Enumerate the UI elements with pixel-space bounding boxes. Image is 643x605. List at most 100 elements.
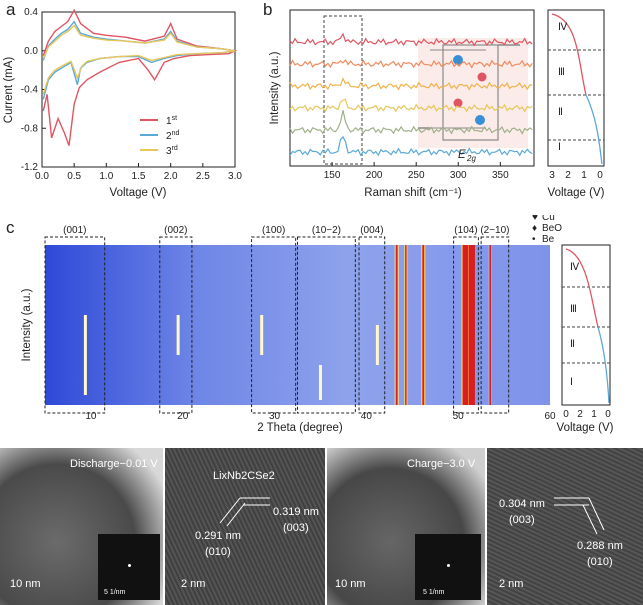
- raman-x-tick-label: 200: [366, 170, 383, 181]
- side-region-label: Ⅰ: [558, 142, 561, 153]
- cv-series-3rd: [42, 24, 236, 95]
- xrd-peak-box: [44, 236, 106, 414]
- tem-g-d1: 0.304 nm: [499, 498, 545, 510]
- cv-lines: [42, 8, 238, 146]
- xrd-peak-box: [453, 236, 479, 414]
- cv-legend-label-base: 3: [166, 146, 172, 157]
- cv-legend-label: 2nd: [166, 130, 179, 142]
- raman-series: [289, 32, 533, 47]
- raman-side-frame: [547, 9, 605, 167]
- side-region-label: Ⅱ: [558, 107, 563, 118]
- tem-e-d1: 0.319 nm: [273, 506, 319, 518]
- tem-d-scalebar: 10 nm: [10, 578, 41, 590]
- tem-e-phase: LixNb2CSe2: [213, 470, 275, 482]
- raman-x-tick-label: 300: [450, 170, 467, 181]
- side-x-tick-label: 3: [549, 170, 555, 181]
- tem-f-caption: Charge−3.0 V: [407, 458, 476, 470]
- lattice-spacing-marker-e: [219, 497, 270, 527]
- side-region-label: Ⅰ: [570, 377, 573, 388]
- side-charge-curve: [565, 248, 599, 328]
- xrd-legend-label: BeO: [542, 223, 562, 234]
- side-region-label: Ⅳ: [570, 262, 580, 273]
- cv-x-tick-label: 0.0: [35, 171, 49, 182]
- raman-x-label: Raman shift (cm⁻¹): [364, 187, 462, 199]
- xrd-stripe: [405, 245, 407, 405]
- xrd-x-tick-label: 30: [269, 411, 281, 422]
- raman-x-tick-label: 150: [324, 170, 341, 181]
- xrd-minor-stripe: [318, 365, 322, 400]
- raman-lines: [289, 32, 533, 157]
- raman-plot-frame: [289, 9, 535, 167]
- xrd-peak-label: (2−10): [480, 225, 509, 236]
- xrd-legend: ♥ Cu ♦ BeO • Be: [532, 215, 562, 245]
- cv-legend-label-sup: rd: [172, 145, 178, 152]
- raman-series: [289, 110, 533, 135]
- xrd-peak-box: [297, 236, 356, 414]
- raman-series: [289, 135, 533, 157]
- xrd-peak-label: (100): [262, 225, 285, 236]
- tem-image-g: 0.304 nm (003) 0.288 nm (010) 2 nm: [487, 448, 643, 605]
- side-x-tick-label: 1: [591, 409, 597, 420]
- cv-x-tick-label: 3.0: [228, 171, 242, 182]
- side-region-label: Ⅲ: [570, 304, 577, 315]
- xrd-peak-boxes: (001) (002) (100) (10−2) (004) (104) (2−10): [44, 225, 510, 414]
- xrd-peak-label: (004): [360, 225, 383, 236]
- xrd-ticks: 10 20 30 40 50 60: [85, 411, 556, 422]
- tem-image-f: Charge−3.0 V 5 1/nm 10 nm: [327, 448, 485, 605]
- raman-side-x-label: Voltage (V): [548, 187, 605, 199]
- cv-x-tick-label: 2.5: [196, 171, 210, 182]
- cv-legend-label-base: 2: [166, 131, 172, 142]
- raman-x-tick-label: 350: [492, 170, 509, 181]
- xrd-stripe: [468, 245, 475, 405]
- xrd-minor-stripe: [176, 315, 180, 355]
- cv-y-tick-label: -1.2: [21, 162, 39, 173]
- cv-legend-label-sup: st: [172, 115, 178, 122]
- xrd-legend-symbol: ♦: [532, 223, 537, 234]
- lattice-spacing-marker-g: [554, 497, 605, 535]
- cv-y-tick-label: -0.4: [21, 85, 39, 96]
- xrd-side-frame: [561, 244, 611, 406]
- xrd-peak-label: (001): [63, 225, 86, 236]
- panel-label-a: a: [6, 0, 16, 19]
- xrd-peak-box: [480, 236, 510, 414]
- raman-x-tick-label: 250: [408, 170, 425, 181]
- side-x-tick-label: 2: [577, 409, 583, 420]
- raman-highlight-box: [323, 15, 363, 165]
- side-x-tick-label: 0: [597, 170, 603, 181]
- raman-peak-annotation: E: [458, 149, 466, 161]
- cv-chart: 0.0 0.5 1.0 1.5 2.0 2.5 3.00.40.0-0.4-0.8-1.2 …: [3, 7, 243, 199]
- xrd-legend-symbol: •: [532, 234, 536, 245]
- xrd-legend-label: Cu: [542, 215, 555, 223]
- cv-ticks: 0.0 0.5 1.0 1.5 2.0 2.5 3.0 0.4 0.0 -0.4 -0.8 -1.2: [21, 7, 243, 182]
- tem-f-scalebar: 10 nm: [335, 578, 366, 590]
- raman-side-voltage: Ⅳ Ⅲ Ⅱ Ⅰ 3 2 1 0: [548, 13, 604, 181]
- cv-y-tick-label: -0.8: [21, 123, 39, 134]
- tem-g-hkl2: (010): [587, 556, 613, 568]
- xrd-minor-stripe: [83, 315, 87, 395]
- side-discharge-curve: [597, 326, 610, 404]
- cv-legend: 1st 2nd 3rd: [140, 115, 179, 157]
- xrd-minor-stripe: [375, 325, 379, 365]
- side-region-label: Ⅲ: [558, 67, 565, 78]
- tem-g-hkl1: (003): [509, 514, 535, 526]
- cv-y-label: Current (mA): [3, 57, 15, 124]
- cv-x-tick-label: 2.0: [164, 171, 178, 182]
- xrd-chart: (001) (002) (100) (10−2) (004) (104) (2−10) 10…: [21, 215, 614, 434]
- xrd-x-label: 2 Theta (degree): [257, 422, 343, 434]
- raman-series: [289, 98, 533, 113]
- xrd-legend-label: Be: [542, 234, 555, 245]
- tem-e-hkl2: (010): [205, 546, 231, 558]
- cv-x-tick-label: 1.5: [132, 171, 146, 182]
- raman-series: [289, 77, 533, 91]
- cv-x-tick-label: 1.0: [99, 171, 113, 182]
- side-charge-curve: [551, 13, 587, 96]
- cv-x-label: Voltage (V): [110, 187, 167, 199]
- xrd-peak-label: (10−2): [312, 225, 341, 236]
- panel-label-c: c: [6, 218, 15, 237]
- tem-image-e: LixNb2CSe2 0.319 nm (003) 0.291 nm (010)…: [165, 448, 325, 605]
- xrd-legend-symbol: ♥: [532, 215, 538, 223]
- xrd-peak-label: (002): [164, 225, 187, 236]
- tem-g-scalebar: 2 nm: [499, 578, 524, 590]
- xrd-y-label: Intensity (a.u.): [21, 288, 33, 361]
